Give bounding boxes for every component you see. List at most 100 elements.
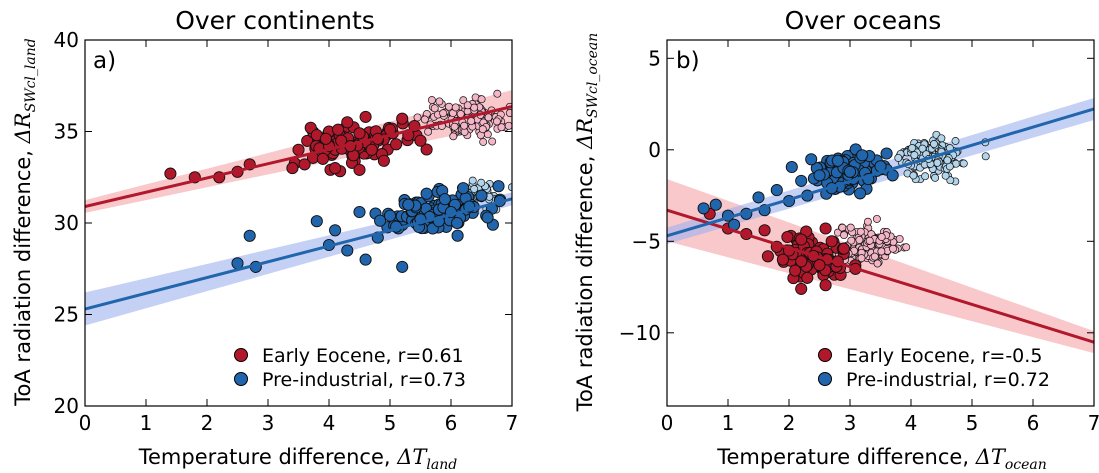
x-tick-label: 1	[722, 411, 735, 435]
legend-marker-eocene	[234, 348, 248, 362]
scatter-point	[761, 250, 774, 263]
scatter-point-light	[488, 137, 497, 146]
x-tick-label: 1	[140, 411, 153, 435]
scatter-point-light	[873, 259, 882, 268]
scatter-point-light	[933, 158, 942, 167]
scatter-point-light	[459, 96, 468, 105]
x-axis-label-sub: land	[426, 457, 457, 473]
scatter-point	[854, 187, 867, 200]
scatter-point-light	[951, 137, 960, 145]
scatter-point-light	[941, 171, 950, 180]
scatter-point-light	[504, 121, 512, 130]
scatter-point-light	[413, 113, 422, 122]
scatter-point-light	[511, 116, 512, 120]
x-axis-label-text: Temperature difference,	[716, 445, 975, 469]
scatter-point-light	[946, 176, 955, 185]
scatter-point	[457, 182, 470, 195]
y-tick-label: −10	[619, 321, 661, 345]
y-axis-label-text: ToA radiation difference,	[573, 149, 597, 412]
scatter-point-light	[467, 117, 476, 126]
scatter-point-light	[435, 97, 444, 106]
x-tick-label: 3	[262, 411, 275, 435]
scatter-point-light	[909, 171, 918, 180]
scatter-point	[359, 110, 372, 123]
legend-marker-preind	[234, 372, 248, 386]
legend-label-preind: Pre-industrial, r=0.72	[846, 369, 1050, 391]
scatter-point	[310, 215, 323, 228]
scatter-point-light	[430, 104, 439, 113]
y-tick-label: 20	[54, 394, 79, 418]
scatter-point-light	[908, 144, 917, 152]
scatter-point-light	[877, 233, 886, 241]
scatter-point	[390, 138, 403, 151]
scatter-point	[414, 134, 427, 147]
scatter-point	[451, 216, 464, 230]
scatter-point-light	[855, 236, 864, 244]
scatter-point-light	[847, 236, 856, 245]
scatter-point-light	[479, 138, 488, 146]
y-tick-label: 35	[54, 120, 79, 144]
chart-title: Over oceans	[785, 6, 942, 35]
x-tick-label: 7	[1088, 411, 1099, 435]
scatter-point	[843, 165, 857, 178]
axes-frame	[666, 39, 1095, 407]
scatter-point	[785, 160, 798, 174]
x-tick-label: 6	[1027, 411, 1040, 435]
scatter-point	[825, 235, 838, 248]
scatter-point-light	[865, 236, 874, 245]
scatter-point	[365, 143, 378, 156]
scatter-point-light	[445, 102, 453, 111]
scatter-point	[353, 127, 366, 140]
scatter-point-light	[918, 144, 927, 153]
scatter-point	[164, 167, 177, 180]
panel-over-continents: Over continents 0 1 2 3 4 5 6 7 20 25 30 35 40 a) Te…	[11, 6, 520, 473]
x-tick-label: 4	[323, 411, 336, 435]
scatter-point-light	[424, 127, 433, 136]
scatter-point	[353, 163, 366, 176]
scatter-point	[353, 205, 366, 219]
scatter-point	[319, 132, 332, 145]
scatter-point-light	[463, 101, 472, 110]
scatter-point	[880, 147, 893, 160]
scatter-point	[831, 154, 844, 167]
y-tick-label: 25	[54, 303, 79, 327]
scatter-point	[776, 253, 789, 266]
scatter-point	[819, 222, 832, 235]
plot-area	[85, 89, 520, 326]
scatter-point-light	[493, 89, 502, 98]
scatter-point	[481, 211, 494, 224]
scatter-point-light	[420, 115, 429, 124]
scatter-point	[341, 244, 354, 257]
scatter-point	[475, 189, 488, 202]
legend-marker-eocene	[818, 348, 832, 362]
x-tick-label: 5	[966, 411, 979, 435]
chart-title: Over continents	[175, 6, 375, 35]
y-tick-label: 0	[648, 138, 661, 162]
scatter-point-light	[470, 185, 479, 193]
scatter-point-light	[872, 214, 881, 223]
scatter-point	[377, 154, 390, 167]
scatter-point-light	[931, 173, 940, 182]
scatter-point	[420, 143, 433, 156]
scatter-point-light	[513, 194, 520, 201]
scatter-point	[451, 229, 464, 242]
y-axis-label-sub: SWcl_ocean	[585, 33, 601, 118]
scatter-point	[292, 143, 305, 156]
scatter-point	[243, 229, 256, 242]
scatter-point	[402, 198, 415, 211]
scatter-point-light	[846, 223, 855, 232]
scatter-point-light	[857, 254, 866, 263]
scatter-point	[420, 187, 433, 200]
x-axis-label: Temperature difference, ΔTocean	[716, 445, 1047, 473]
scatter-point-light	[937, 134, 946, 143]
scatter-point-light	[856, 227, 865, 236]
scatter-point-light	[478, 125, 487, 134]
confidence-band	[667, 179, 1094, 354]
scatter-point	[396, 112, 409, 125]
scatter-point	[795, 255, 808, 268]
x-tick-label: 2	[201, 411, 214, 435]
x-tick-label: 5	[384, 411, 397, 435]
scatter-point-light	[450, 122, 459, 131]
scatter-point	[789, 264, 802, 277]
scatter-point	[286, 162, 299, 175]
